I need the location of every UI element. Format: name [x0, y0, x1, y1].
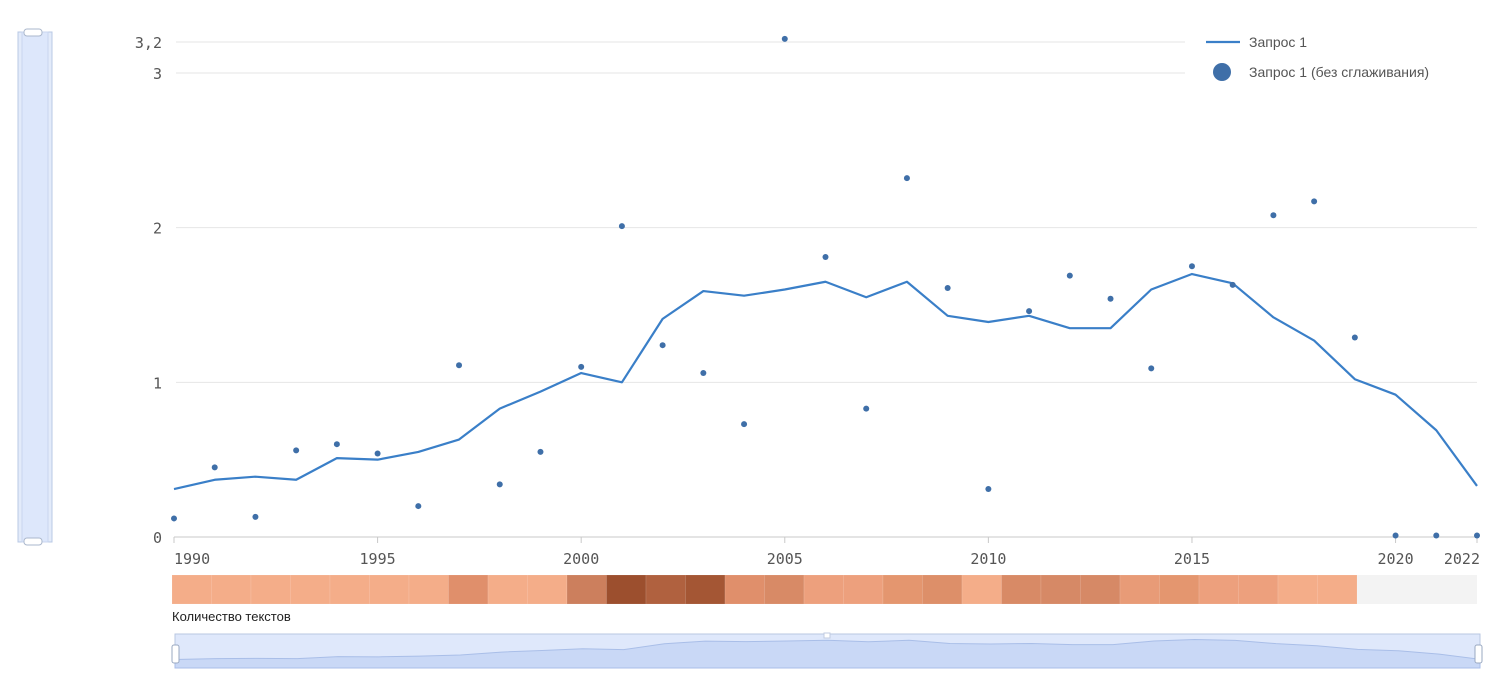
- x-tick-label: 1990: [174, 550, 210, 568]
- heatmap-cell[interactable]: [369, 574, 410, 605]
- scatter-point[interactable]: [741, 421, 748, 428]
- x-axis-ticks: 1990 1995 2000 2005 2010 2015 2020 2022: [173, 537, 1480, 568]
- scatter-point[interactable]: [211, 464, 218, 471]
- scatter-points: [171, 35, 1480, 539]
- scatter-point[interactable]: [822, 254, 829, 261]
- heatmap-cell[interactable]: [448, 574, 489, 605]
- series-line-zapros-1: [173, 272, 1478, 491]
- y-tick-label: 3: [153, 65, 162, 83]
- scatter-point[interactable]: [781, 35, 788, 42]
- heatmap-cell[interactable]: [1238, 574, 1279, 605]
- x-tick-label: 2000: [563, 550, 599, 568]
- gridlines: [176, 41, 1477, 383]
- vertical-slider-bottom-handle[interactable]: [23, 537, 43, 546]
- y-tick-label: 1: [153, 374, 162, 392]
- heatmap-cell[interactable]: [764, 574, 805, 605]
- heatmap-cell[interactable]: [329, 574, 370, 605]
- heatmap-cell[interactable]: [843, 574, 884, 605]
- heatmap-cell[interactable]: [171, 574, 212, 605]
- heatmap-cell[interactable]: [685, 574, 726, 605]
- scatter-point[interactable]: [1148, 365, 1155, 372]
- scatter-point[interactable]: [1229, 281, 1236, 288]
- scatter-point[interactable]: [1107, 295, 1114, 302]
- scatter-point[interactable]: [700, 370, 707, 377]
- heatmap-cell[interactable]: [290, 574, 331, 605]
- heatmap-cell[interactable]: [1080, 574, 1121, 605]
- legend-dot-swatch: [1213, 63, 1231, 81]
- scatter-point[interactable]: [1392, 532, 1399, 539]
- scatter-point[interactable]: [456, 362, 463, 369]
- scatter-point[interactable]: [659, 342, 666, 349]
- heatmap-strip: [171, 574, 1477, 605]
- scatter-point[interactable]: [1351, 334, 1358, 341]
- heatmap-cell[interactable]: [408, 574, 449, 605]
- navigator-right-handle[interactable]: [1474, 644, 1483, 664]
- heatmap-cell[interactable]: [1040, 574, 1081, 605]
- navigator-left-handle[interactable]: [171, 644, 180, 664]
- x-tick-label: 1995: [360, 550, 396, 568]
- x-tick-label: 2015: [1174, 550, 1210, 568]
- scatter-point[interactable]: [1433, 532, 1440, 539]
- scatter-point[interactable]: [496, 481, 503, 488]
- heatmap-cell[interactable]: [250, 574, 291, 605]
- navigator-series-area: [174, 639, 1481, 669]
- x-tick-label: 2010: [970, 550, 1006, 568]
- scatter-point[interactable]: [1026, 308, 1033, 315]
- heatmap-cell[interactable]: [487, 574, 528, 605]
- x-tick-label: 2005: [767, 550, 803, 568]
- legend-label-line[interactable]: Запрос 1: [1249, 34, 1307, 50]
- scatter-point[interactable]: [1311, 198, 1318, 205]
- scatter-point[interactable]: [293, 447, 300, 454]
- scatter-point[interactable]: [171, 515, 177, 522]
- heatmap-cell[interactable]: [211, 574, 252, 605]
- vertical-range-slider[interactable]: [17, 28, 53, 546]
- scatter-point[interactable]: [863, 405, 870, 412]
- x-tick-label: 2022: [1444, 550, 1480, 568]
- heatmap-cell[interactable]: [606, 574, 647, 605]
- y-tick-label: 0: [153, 529, 162, 547]
- heatmap-cell[interactable]: [1277, 574, 1318, 605]
- heatmap-cell[interactable]: [645, 574, 686, 605]
- scatter-point[interactable]: [1474, 532, 1480, 539]
- scatter-point[interactable]: [537, 448, 544, 455]
- y-tick-label: 3,2: [135, 34, 162, 52]
- heatmap-cell[interactable]: [1001, 574, 1042, 605]
- heatmap-cell[interactable]: [566, 574, 607, 605]
- navigator-top-grip[interactable]: [823, 632, 831, 639]
- scatter-point[interactable]: [618, 223, 625, 230]
- heatmap-cell[interactable]: [803, 574, 844, 605]
- heatmap-cell[interactable]: [527, 574, 568, 605]
- y-tick-label: 2: [153, 220, 162, 238]
- legend-label-scatter[interactable]: Запрос 1 (без сглаживания): [1249, 64, 1429, 80]
- heatmap-cell[interactable]: [1119, 574, 1160, 605]
- heatmap-cell[interactable]: [1159, 574, 1200, 605]
- scatter-point[interactable]: [578, 363, 585, 370]
- vertical-slider-top-handle[interactable]: [23, 28, 43, 37]
- heatmap-label: Количество текстов: [172, 609, 291, 624]
- scatter-point[interactable]: [374, 450, 381, 457]
- scatter-point[interactable]: [944, 284, 951, 291]
- scatter-point[interactable]: [1188, 263, 1195, 270]
- scatter-point[interactable]: [333, 441, 340, 448]
- heatmap-cell[interactable]: [882, 574, 923, 605]
- heatmap-cell[interactable]: [724, 574, 765, 605]
- heatmap-cell[interactable]: [1198, 574, 1239, 605]
- x-tick-label: 2020: [1378, 550, 1414, 568]
- heatmap-cell[interactable]: [1317, 574, 1358, 605]
- scatter-point[interactable]: [1066, 272, 1073, 279]
- scatter-point[interactable]: [985, 486, 992, 493]
- scatter-point[interactable]: [252, 513, 259, 520]
- heatmap-cell[interactable]: [961, 574, 1002, 605]
- navigator[interactable]: [171, 632, 1483, 669]
- scatter-point[interactable]: [903, 175, 910, 182]
- heatmap-cell[interactable]: [922, 574, 963, 605]
- y-axis-ticks: 0 1 2 3 3,2: [135, 34, 162, 547]
- scatter-point[interactable]: [1270, 212, 1277, 219]
- legend: Запрос 1 Запрос 1 (без сглаживания): [1206, 34, 1429, 81]
- scatter-point[interactable]: [415, 503, 422, 510]
